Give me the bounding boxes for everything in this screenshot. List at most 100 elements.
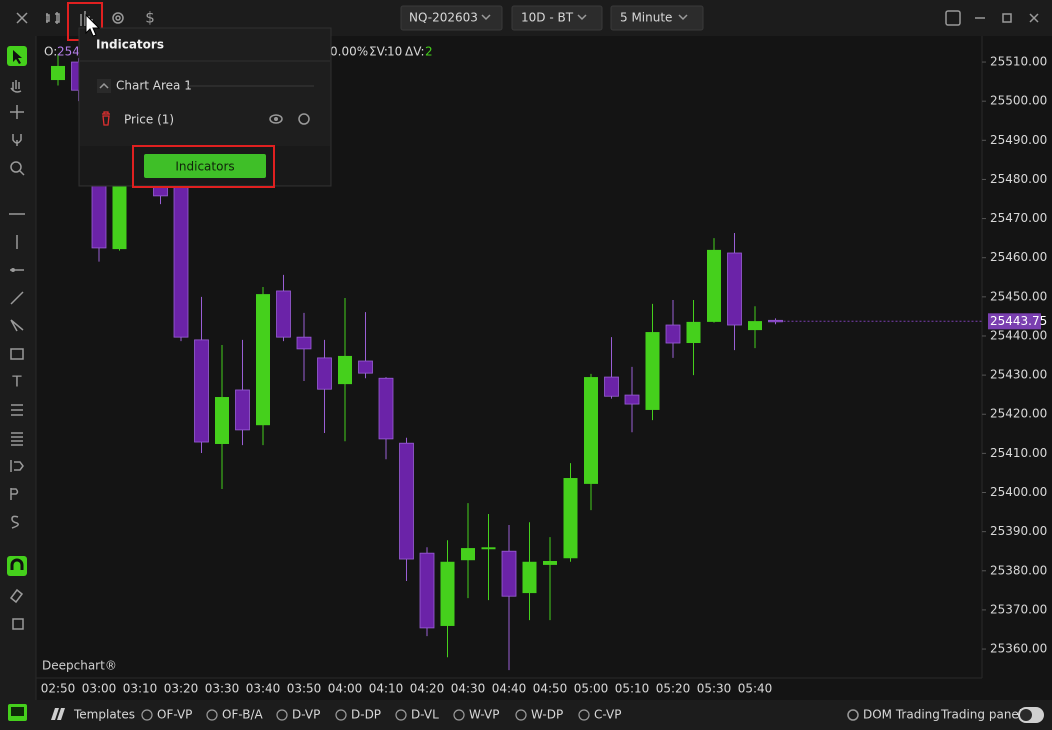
trading-panel: Trading panel — [940, 708, 1022, 722]
path-tool[interactable] — [10, 319, 24, 332]
template-option[interactable]: D-VL — [411, 708, 439, 722]
template-option[interactable]: C-VP — [594, 708, 621, 722]
candle-body — [481, 547, 496, 550]
candle-body — [296, 336, 312, 350]
maximize-icon[interactable] — [1002, 13, 1012, 23]
x-tick-label: 05:10 — [615, 682, 650, 696]
radio[interactable] — [276, 709, 288, 721]
settings-icon[interactable] — [112, 12, 124, 24]
magnet-icon — [10, 558, 24, 570]
dropdowns: NQ-202603 10D - BT 5 Minute — [400, 5, 704, 31]
settings-icon — [115, 15, 121, 21]
delta-volume-label: ΔV: — [405, 45, 424, 59]
indicator-settings-icon[interactable] — [298, 113, 310, 125]
candle-body — [256, 294, 270, 426]
templates[interactable]: Templates — [73, 708, 135, 722]
radio[interactable] — [206, 709, 218, 721]
dollar-icon[interactable]: $ — [145, 9, 155, 27]
y-tick-label: 25440.00 — [990, 328, 1047, 342]
symbol-dropdown[interactable] — [400, 5, 503, 31]
collapse-button[interactable] — [97, 79, 111, 93]
radio[interactable] — [453, 709, 465, 721]
open-value: 254 — [57, 45, 80, 59]
range-dropdown[interactable] — [511, 5, 603, 31]
session-tool[interactable] — [11, 515, 19, 529]
change: 0.00% — [330, 45, 368, 59]
crosshair-tool[interactable] — [10, 105, 24, 119]
candle-body — [748, 321, 762, 331]
candle-body — [604, 376, 619, 397]
template-option[interactable]: W-VP — [469, 708, 499, 722]
radio[interactable] — [578, 709, 590, 721]
x-tick-label: 04:20 — [410, 682, 445, 696]
indicator-item[interactable]: Price (1) — [124, 113, 174, 127]
bottom-controls: Templates DOM Trading Trading panel OF-V… — [8, 704, 1044, 723]
x-tick-label: 04:50 — [533, 682, 568, 696]
layout-icon[interactable] — [945, 10, 961, 26]
window-close-icon[interactable] — [1029, 13, 1039, 23]
last-price-label: 25443.75 — [990, 314, 1047, 328]
template-option[interactable]: OF-VP — [157, 708, 192, 722]
top-icons: $ — [16, 2, 1039, 41]
template-option[interactable]: D-DP — [351, 708, 381, 722]
dom-trading[interactable]: DOM Trading — [863, 708, 940, 722]
rectangle-tool[interactable] — [10, 348, 24, 360]
indicators-icon[interactable] — [80, 11, 93, 26]
chart-area: Chart Area 1 — [116, 79, 192, 93]
radio[interactable] — [395, 709, 407, 721]
candle-body — [543, 560, 557, 565]
ray-tool — [11, 268, 15, 272]
trend-line-tool[interactable] — [10, 291, 24, 305]
y-tick-label: 25420.00 — [990, 407, 1047, 421]
clone-tool[interactable] — [12, 618, 24, 630]
template-option[interactable]: OF-B/A — [222, 708, 264, 722]
text-tool[interactable]: T — [11, 373, 22, 391]
drawing-tools: T — [7, 46, 27, 630]
candle-body — [276, 290, 291, 338]
indicators-popup: Indicators Chart Area 1 Price (1) Indica… — [78, 27, 332, 188]
indicators-button[interactable] — [144, 154, 266, 178]
eraser-tool[interactable] — [9, 588, 24, 604]
x-tick-label: 03:00 — [82, 682, 117, 696]
left-toolbar — [0, 36, 36, 700]
y-tick-label: 25490.00 — [990, 133, 1047, 147]
zoom-tool[interactable] — [10, 161, 22, 173]
levels-tool[interactable] — [11, 432, 23, 446]
delete-icon[interactable] — [102, 111, 110, 126]
candle-body — [112, 179, 127, 250]
candle-body — [645, 332, 660, 410]
close-icon[interactable] — [16, 12, 28, 24]
x-tick-label: 05:00 — [574, 682, 609, 696]
price-axis: 25360.00 25370.00 25380.00 25390.00 25400.00… — [982, 55, 1047, 656]
zoom-tool — [19, 170, 25, 176]
toggle-knob — [1020, 709, 1032, 721]
x-tick-label: 03:50 — [287, 682, 322, 696]
y-tick-label: 25400.00 — [990, 485, 1047, 499]
template-option[interactable]: W-DP — [531, 708, 563, 722]
time-axis: 02:50 03:00 03:10 03:20 03:30 03:40 03:50 04:00… — [41, 682, 773, 696]
x-tick-label: 03:40 — [246, 682, 281, 696]
candle-body — [501, 550, 517, 597]
y-tick-label: 25380.00 — [990, 563, 1047, 577]
radio[interactable] — [515, 709, 527, 721]
chevron — [678, 14, 688, 21]
popup-title: Indicators — [96, 38, 164, 52]
mouse-cursor — [85, 13, 101, 37]
x-tick-label: 04:00 — [328, 682, 363, 696]
visibility-icon[interactable] — [269, 114, 283, 124]
hand-tool[interactable] — [10, 80, 22, 93]
delta-volume: 2 — [425, 45, 433, 59]
x-tick-label: 03:10 — [123, 682, 158, 696]
fib-tool[interactable] — [11, 404, 23, 416]
x-tick-label: 03:20 — [164, 682, 199, 696]
chart-type-icon[interactable] — [46, 12, 60, 24]
template-option[interactable]: D-VP — [292, 708, 320, 722]
radio[interactable] — [335, 709, 347, 721]
interval-dropdown[interactable] — [610, 5, 704, 31]
magnet-cursor-tool[interactable] — [12, 134, 22, 146]
radio[interactable] — [847, 709, 859, 721]
radio[interactable] — [141, 709, 153, 721]
profile-tool[interactable] — [10, 460, 24, 472]
candle-body — [624, 394, 640, 405]
volume-profile-tool[interactable] — [10, 488, 19, 500]
